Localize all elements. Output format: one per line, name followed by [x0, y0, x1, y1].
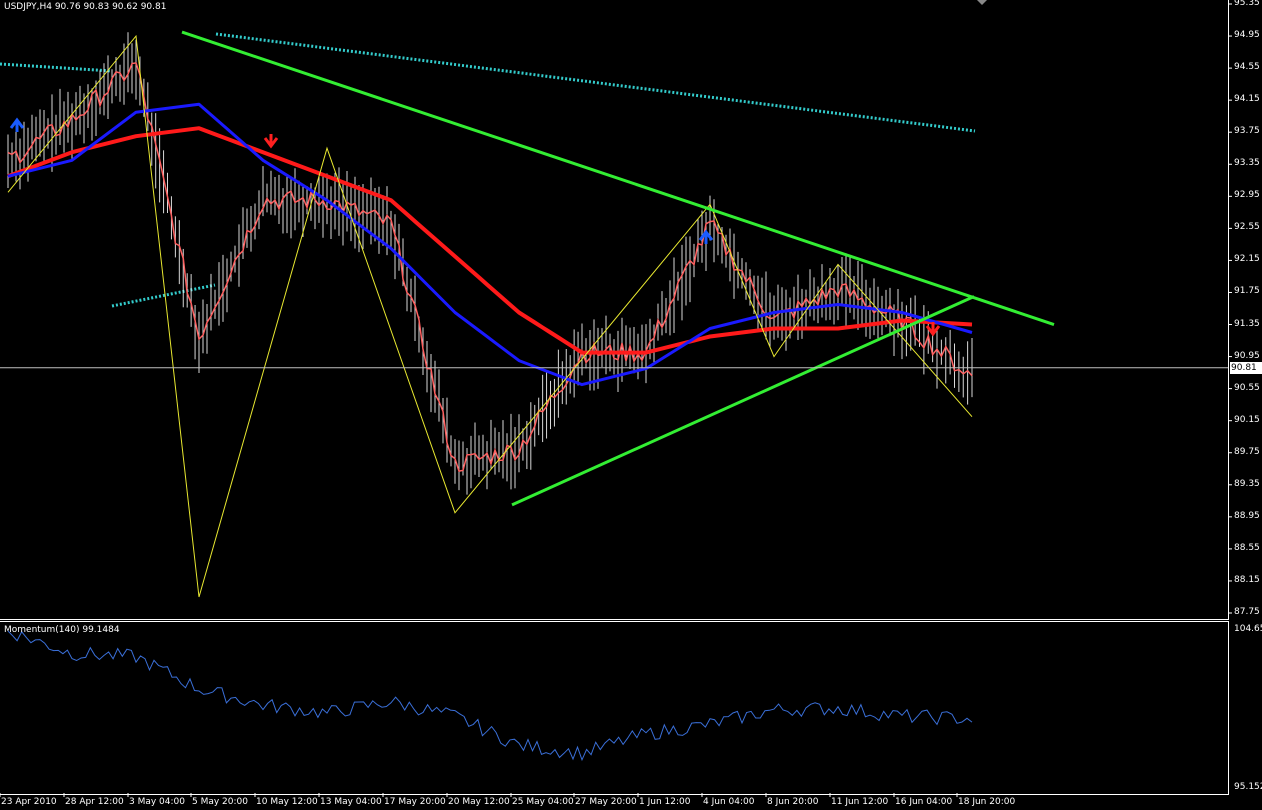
momentum-indicator-pane[interactable]	[0, 621, 1229, 795]
current-price-label: 90.81	[1230, 362, 1262, 374]
buy-arrow-icon	[9, 117, 25, 132]
time-tick-label: 5 May 20:00	[192, 797, 248, 807]
time-tick-label: 16 Jun 04:00	[895, 797, 953, 807]
price-tick-label: 92.55	[1234, 222, 1260, 233]
price-tick-label: 90.55	[1234, 382, 1260, 393]
time-tick-label: 27 May 20:00	[575, 797, 637, 807]
price-tick-label: 89.75	[1234, 446, 1260, 457]
time-tick-label: 13 May 04:00	[320, 797, 382, 807]
time-tick-label: 23 Apr 2010	[1, 797, 57, 807]
time-tick-label: 20 May 12:00	[448, 797, 510, 807]
buy-arrow-icon	[698, 229, 714, 244]
price-tick-label: 90.95	[1234, 350, 1260, 361]
chart-shift-marker-icon	[977, 0, 987, 5]
indicator-header: Momentum(140) 99.1484	[4, 625, 120, 635]
price-tick-label: 91.35	[1234, 318, 1260, 329]
momentum-line	[7, 630, 973, 762]
indicator-axis: 104.654 95.152	[1229, 621, 1262, 794]
price-tick-label: 91.75	[1234, 286, 1260, 297]
time-tick-label: 17 May 20:00	[384, 797, 446, 807]
price-tick-label: 88.95	[1234, 510, 1260, 521]
price-tick-label: 90.15	[1234, 414, 1260, 425]
price-tick-label: 88.15	[1234, 574, 1260, 585]
lower-trendline	[511, 295, 975, 507]
price-axis: 95.35 94.95 94.55 94.15 93.75 93.35 92.95 92.55…	[1229, 0, 1262, 620]
sell-arrow-icon	[263, 134, 279, 149]
indicator-tick-label: 104.654	[1234, 624, 1262, 634]
price-tick-label: 95.35	[1234, 0, 1260, 8]
time-tick-label: 28 Apr 12:00	[65, 797, 124, 807]
zigzag-line	[7, 34, 973, 598]
lower-channel-segment	[111, 283, 216, 308]
price-tick-label: 94.95	[1234, 30, 1260, 41]
close-price-line	[7, 62, 973, 472]
ma-blue-line	[7, 102, 973, 387]
indicator-tick-label: 95.152	[1234, 782, 1262, 792]
channel-segment-left	[0, 62, 113, 73]
price-tick-label: 93.75	[1234, 126, 1260, 137]
price-tick-label: 87.75	[1234, 607, 1260, 617]
price-tick-label: 88.55	[1234, 542, 1260, 553]
chart-header: USDJPY,H4 90.76 90.83 90.62 90.81	[4, 2, 167, 12]
price-tick-label: 94.55	[1234, 62, 1260, 73]
time-axis: 23 Apr 2010 28 Apr 12:00 3 May 04:00 5 May …	[0, 794, 1228, 810]
price-tick-label: 92.95	[1234, 190, 1260, 201]
upper-channel-line	[215, 32, 976, 133]
time-tick-label: 25 May 04:00	[512, 797, 574, 807]
ma-red-line	[7, 126, 973, 355]
sell-arrow-icon	[925, 322, 941, 337]
upper-trendline	[181, 30, 1055, 326]
time-tick-label: 3 May 04:00	[129, 797, 185, 807]
time-tick-label: 10 May 12:00	[256, 797, 318, 807]
price-tick-label: 94.15	[1234, 94, 1260, 105]
time-tick-label: 8 Jun 20:00	[767, 797, 819, 807]
time-tick-label: 18 Jun 20:00	[958, 797, 1016, 807]
price-tick-label: 89.35	[1234, 478, 1260, 489]
price-tick-label: 93.35	[1234, 158, 1260, 169]
time-tick-label: 1 Jun 12:00	[639, 797, 691, 807]
time-tick-label: 11 Jun 12:00	[831, 797, 889, 807]
price-chart-pane[interactable]	[0, 0, 1229, 620]
time-tick-label: 4 Jun 04:00	[703, 797, 755, 807]
price-tick-label: 92.15	[1234, 254, 1260, 265]
